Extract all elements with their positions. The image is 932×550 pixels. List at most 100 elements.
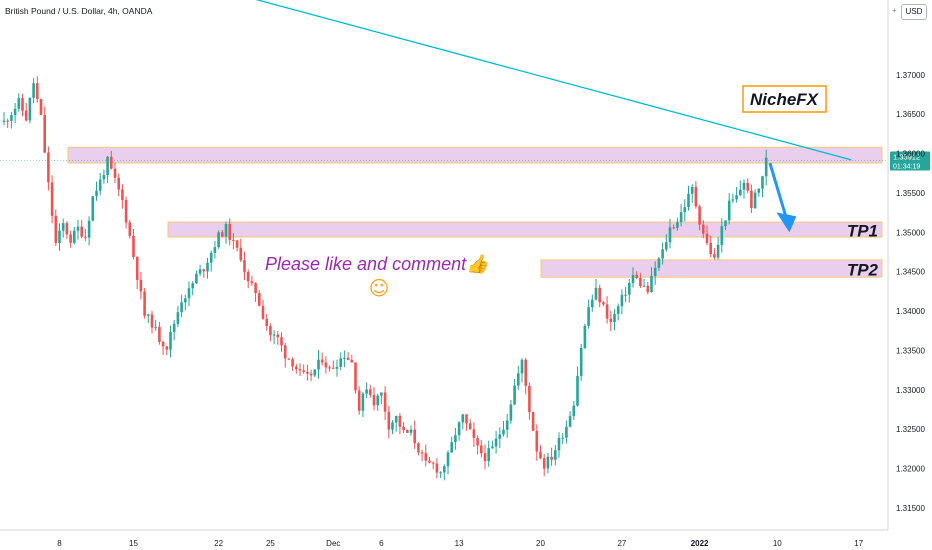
candle-body bbox=[239, 247, 243, 261]
candle-body bbox=[679, 212, 683, 223]
cta-text: Please like and comment👍 bbox=[265, 253, 491, 274]
candle-body bbox=[87, 220, 91, 238]
candle-body bbox=[243, 260, 246, 273]
candle-body bbox=[428, 460, 431, 463]
candle-body bbox=[402, 426, 405, 431]
candle-body bbox=[642, 285, 646, 287]
candle-body bbox=[605, 304, 609, 319]
candle-body bbox=[335, 366, 339, 369]
candle-body bbox=[757, 188, 761, 193]
candle-body bbox=[169, 331, 172, 350]
candle-body bbox=[332, 367, 335, 369]
candle-body bbox=[2, 120, 6, 123]
candle-body bbox=[258, 293, 261, 306]
candle-body bbox=[413, 429, 416, 444]
candle-body bbox=[306, 371, 309, 374]
candle-body bbox=[139, 279, 143, 292]
candle-body bbox=[21, 98, 24, 111]
price-tick-label: 1.36500 bbox=[896, 110, 925, 119]
time-tick-label: 8 bbox=[57, 539, 62, 548]
candle-body bbox=[609, 318, 613, 323]
candle-body bbox=[709, 242, 712, 255]
candle-body bbox=[269, 326, 272, 336]
zone-tp2 bbox=[540, 259, 883, 278]
candle-body bbox=[121, 189, 124, 200]
candle-body bbox=[731, 199, 735, 201]
candle-body bbox=[350, 360, 354, 363]
candle-body bbox=[683, 207, 687, 213]
candle-body bbox=[376, 395, 379, 406]
candle-body bbox=[727, 200, 731, 221]
candle-body bbox=[143, 291, 146, 316]
candle-body bbox=[572, 405, 576, 417]
candle-body bbox=[150, 314, 154, 328]
candle-body bbox=[502, 429, 505, 435]
candle-body bbox=[221, 232, 224, 237]
plus-icon[interactable]: + bbox=[892, 6, 897, 15]
candle-body bbox=[302, 370, 305, 372]
price-tick-label: 1.36000 bbox=[896, 150, 925, 159]
candle-body bbox=[542, 458, 546, 469]
candle-body bbox=[557, 437, 561, 451]
candle-body bbox=[546, 456, 550, 469]
candle-body bbox=[724, 220, 727, 227]
candle-body bbox=[517, 373, 520, 386]
candle-body bbox=[110, 156, 113, 169]
candle-body bbox=[394, 415, 398, 423]
candle-body bbox=[639, 277, 642, 287]
candle-body bbox=[672, 227, 675, 229]
candle-body bbox=[380, 392, 383, 396]
candle-body bbox=[561, 437, 564, 439]
candle-body bbox=[624, 294, 627, 296]
candle-body bbox=[372, 394, 376, 406]
candle-body bbox=[550, 456, 553, 460]
candle-body bbox=[91, 196, 95, 221]
candle-body bbox=[191, 283, 194, 289]
candle-body bbox=[398, 415, 402, 427]
candle-body bbox=[124, 199, 128, 223]
price-tick-label: 1.34000 bbox=[896, 307, 925, 316]
candle-body bbox=[713, 254, 716, 258]
candle-body bbox=[10, 115, 13, 121]
candle-body bbox=[365, 389, 368, 394]
candle-body bbox=[295, 366, 298, 370]
candle-body bbox=[261, 305, 265, 319]
time-tick-label: 22 bbox=[214, 539, 223, 548]
candle-body bbox=[80, 226, 83, 237]
candle-body bbox=[742, 182, 746, 190]
candle-body bbox=[635, 274, 638, 278]
candle-body bbox=[472, 429, 476, 439]
candle-body bbox=[361, 393, 365, 411]
projection-arrow-head bbox=[776, 212, 797, 233]
candle-body bbox=[761, 176, 764, 189]
candle-body bbox=[235, 240, 239, 248]
candle-body bbox=[698, 206, 701, 225]
candle-body bbox=[298, 369, 302, 371]
candle-body bbox=[431, 462, 435, 464]
price-tick-label: 1.37000 bbox=[896, 71, 925, 80]
candle-body bbox=[357, 390, 361, 411]
candle-body bbox=[98, 179, 102, 191]
candle-body bbox=[417, 443, 420, 453]
currency-badge[interactable]: USD bbox=[901, 4, 927, 20]
zone-tp1 bbox=[167, 221, 883, 238]
candle-body bbox=[73, 230, 76, 243]
candle-body bbox=[206, 262, 209, 272]
candle-body bbox=[631, 274, 635, 284]
candle-body bbox=[50, 182, 54, 216]
price-tick-label: 1.35000 bbox=[896, 228, 925, 237]
candle-body bbox=[476, 438, 479, 446]
candle-body bbox=[565, 426, 568, 438]
candle-body bbox=[535, 430, 539, 452]
candle-body bbox=[113, 168, 117, 178]
time-tick-label: 13 bbox=[455, 539, 464, 548]
candle-body bbox=[39, 98, 43, 115]
candle-body bbox=[409, 429, 413, 433]
candle-body bbox=[309, 373, 313, 376]
time-tick-label: 6 bbox=[379, 539, 384, 548]
candle-body bbox=[198, 269, 202, 274]
candle-body bbox=[668, 227, 672, 243]
candle-body bbox=[172, 323, 176, 332]
candle-body bbox=[483, 453, 487, 462]
chart-title: British Pound / U.S. Dollar, 4h, OANDA bbox=[5, 6, 153, 16]
